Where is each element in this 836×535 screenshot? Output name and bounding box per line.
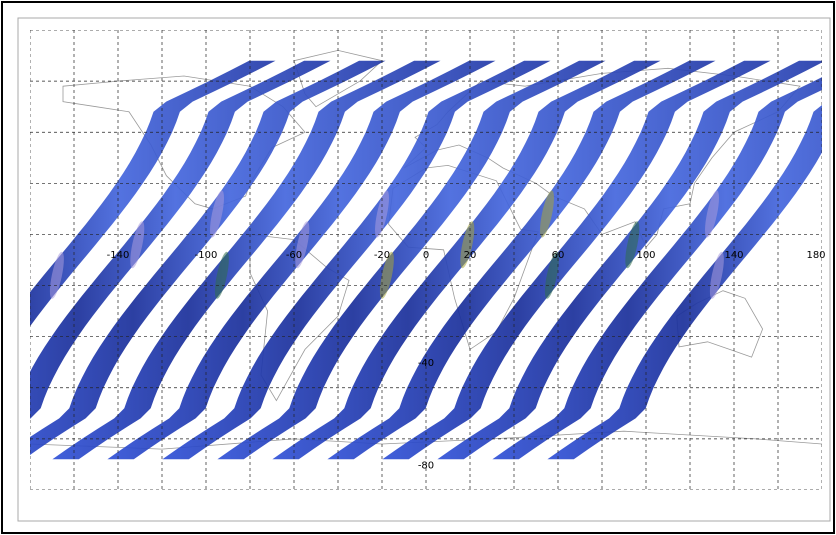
lon-label: 180 (806, 250, 825, 261)
lon-label: 100 (636, 250, 655, 261)
lon-label: -140 (107, 250, 130, 261)
swath (217, 60, 606, 460)
swath-accent (295, 221, 310, 269)
swath (327, 60, 716, 460)
swath-accent (49, 251, 64, 299)
swath (382, 60, 771, 460)
swath-accent (705, 190, 719, 238)
lat-label: -80 (418, 460, 434, 471)
swath-accent (214, 251, 229, 299)
swath-accent (130, 221, 145, 269)
graticule-labels: -140 -100 -60 -20 0 20 60 100 140 180 -40 -80 (107, 250, 826, 471)
swath-accent (460, 221, 475, 269)
satellite-swaths (30, 60, 822, 460)
lon-label: -60 (286, 250, 302, 261)
lon-label: 140 (724, 250, 743, 261)
lat-label: -40 (418, 358, 434, 369)
lon-label: 0 (423, 250, 429, 261)
swath (492, 77, 822, 460)
swath-accent (625, 221, 640, 269)
lon-label: -20 (374, 250, 390, 261)
lon-label: 20 (464, 250, 477, 261)
swath-accent (544, 251, 559, 299)
swath-accent (540, 190, 554, 238)
graticule (30, 30, 822, 490)
lon-label: 60 (552, 250, 565, 261)
swath-accent (375, 190, 389, 238)
swath (52, 60, 441, 460)
swath-accent (210, 190, 224, 238)
lon-label: -100 (195, 250, 218, 261)
swath-accent (709, 251, 724, 299)
swath (162, 60, 551, 460)
swath-accent (379, 251, 394, 299)
swath (30, 60, 386, 455)
